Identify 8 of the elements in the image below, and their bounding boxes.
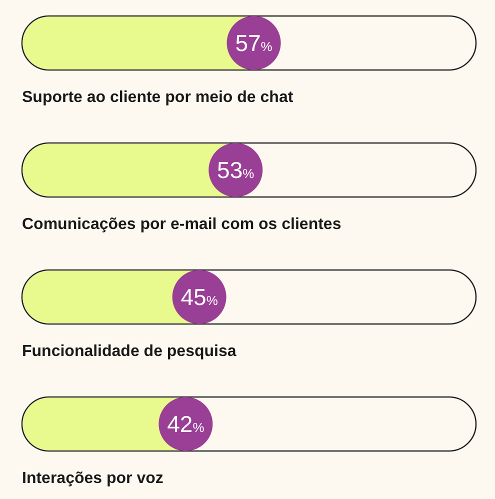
data-label: 57% [235, 30, 273, 56]
data-label: 42% [167, 411, 205, 437]
y-tick-label: Comunicações por e-mail com os clientes [22, 216, 342, 233]
data-label: 45% [180, 284, 218, 310]
y-tick-label: Suporte ao cliente por meio de chat [22, 89, 294, 106]
data-label: 53% [217, 157, 255, 183]
y-tick-label: Funcionalidade de pesquisa [22, 343, 236, 360]
y-tick-label: Interações por voz [22, 470, 164, 487]
